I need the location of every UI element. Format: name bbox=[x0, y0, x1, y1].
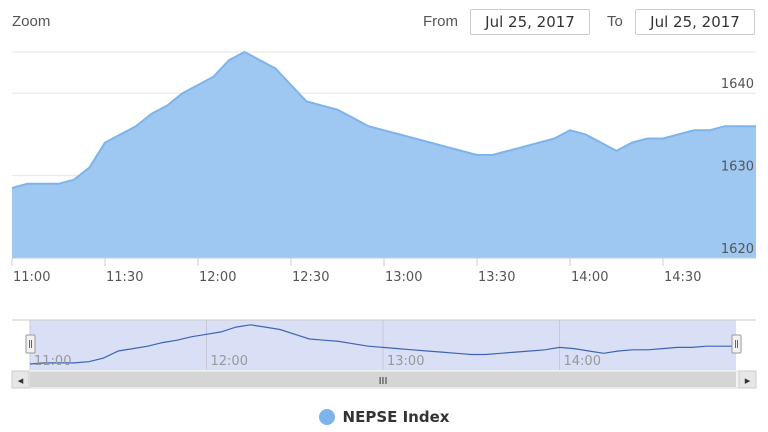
navigator-tick-label-1100: 11:00 bbox=[34, 354, 71, 369]
scrollbar-thumb[interactable] bbox=[30, 372, 736, 387]
chart-canvas: 1620 1630 1640 11:00 11:30 12:00 12:30 13:00 13… bbox=[11, 50, 757, 389]
navigator-tick-label-1400: 14:00 bbox=[564, 354, 601, 369]
scrollbar-grip[interactable]: III bbox=[379, 376, 388, 387]
navigator-series-line bbox=[29, 324, 736, 365]
scrollbar-right-button[interactable] bbox=[738, 370, 757, 389]
scrollbar-left-button[interactable] bbox=[11, 370, 30, 389]
zoom-label: Zoom bbox=[12, 13, 51, 30]
legend-marker-icon bbox=[318, 409, 335, 425]
series-line-nepse-index bbox=[11, 50, 756, 189]
to-date-input[interactable]: Jul 25, 2017 bbox=[635, 9, 755, 35]
y-tick-label-1630: 1630 bbox=[721, 160, 754, 175]
scrollbar[interactable]: III ◂ ▸ bbox=[11, 370, 757, 389]
navigator-tick-label-1300: 13:00 bbox=[387, 354, 424, 369]
navigator-tick-label-1200: 12:00 bbox=[211, 354, 248, 369]
legend: NEPSE Index bbox=[0, 408, 768, 426]
y-tick-label-1640: 1640 bbox=[721, 77, 754, 92]
x-tick-label-1100: 11:00 bbox=[13, 270, 50, 285]
from-date-input[interactable]: Jul 25, 2017 bbox=[470, 9, 590, 35]
x-tick-label-1300: 13:00 bbox=[385, 270, 422, 285]
series-area-nepse-index bbox=[12, 52, 756, 258]
y-axis: 1620 1630 1640 bbox=[721, 77, 754, 257]
x-tick-label-1200: 12:00 bbox=[199, 270, 236, 285]
x-tick-label-1330: 13:30 bbox=[478, 270, 515, 285]
to-label: To bbox=[607, 13, 623, 30]
x-axis: 11:00 11:30 12:00 12:30 13:00 13:30 14:00 14:30 bbox=[11, 258, 701, 285]
navigator-x-axis: 11:00 12:00 13:00 14:00 bbox=[34, 354, 601, 369]
x-tick-label-1430: 14:30 bbox=[664, 270, 701, 285]
legend-item-nepse-index[interactable]: NEPSE Index bbox=[318, 408, 450, 426]
x-tick-label-1230: 12:30 bbox=[292, 270, 329, 285]
navigator[interactable]: 11:00 12:00 13:00 14:00 bbox=[12, 319, 756, 370]
scrollbar-left-arrow-icon[interactable]: ◂ bbox=[18, 374, 24, 387]
x-tick-label-1130: 11:30 bbox=[106, 270, 143, 285]
navigator-right-handle[interactable] bbox=[731, 334, 742, 354]
y-tick-label-1620: 1620 bbox=[721, 242, 754, 257]
x-tick-label-1400: 14:00 bbox=[571, 270, 608, 285]
navigator-left-handle[interactable] bbox=[25, 334, 36, 354]
from-label: From bbox=[423, 13, 458, 30]
scrollbar-right-arrow-icon[interactable]: ▸ bbox=[745, 374, 751, 387]
legend-label: NEPSE Index bbox=[342, 408, 450, 426]
